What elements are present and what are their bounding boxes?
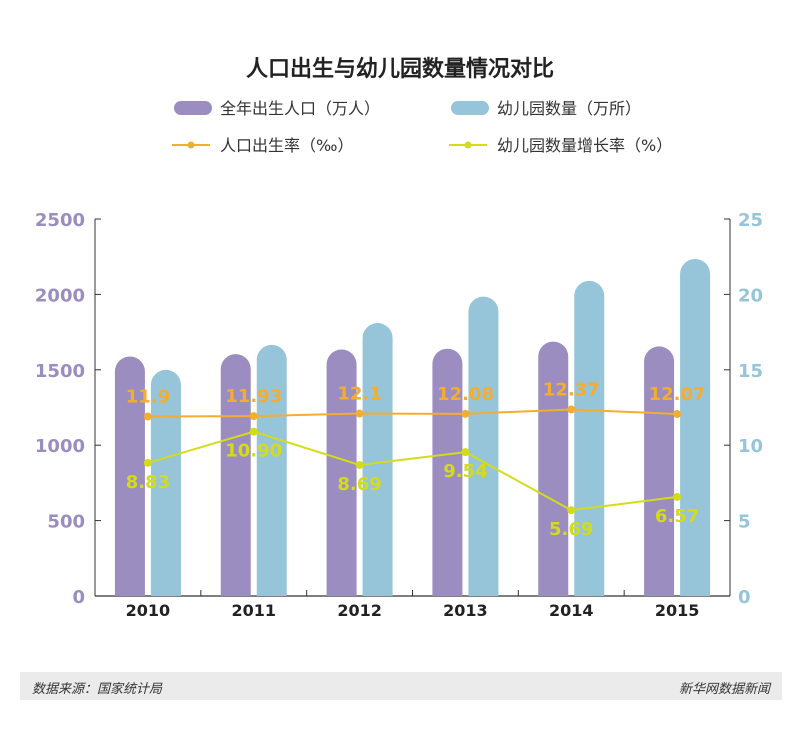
data-label-s4-2014: 5.69 — [549, 519, 593, 540]
x-tick-label-2: 2012 — [337, 601, 382, 620]
bar-s1-2012 — [326, 349, 357, 596]
data-label-s3-2015: 12.07 — [649, 384, 706, 405]
bar-s1-2010 — [114, 356, 145, 596]
marker-s3-2015 — [673, 409, 682, 418]
marker-s4-2012 — [355, 460, 364, 469]
legend-marker-4 — [464, 141, 472, 149]
legend-label-1: 全年出生人口（万人） — [220, 99, 380, 118]
data-label-s4-2010: 8.83 — [126, 472, 170, 493]
marker-s3-2011 — [249, 412, 258, 421]
left-tick-label-0: 0 — [72, 587, 85, 608]
data-label-s4-2012: 8.69 — [337, 474, 381, 495]
brand: 新华网数据新闻 — [678, 682, 770, 697]
marker-s4-2011 — [249, 427, 258, 436]
data-label-s3-2010: 11.9 — [126, 387, 170, 408]
data-source: 数据来源：国家统计局 — [32, 682, 163, 697]
lines — [143, 405, 682, 515]
bar-s2-2013 — [468, 296, 499, 596]
data-label-s3-2012: 12.1 — [337, 384, 381, 405]
line-series-3 — [147, 408, 678, 418]
legend-marker-3 — [187, 141, 195, 149]
chart-title: 人口出生与幼儿园数量情况对比 — [246, 56, 554, 82]
bar-s2-2015 — [680, 258, 711, 596]
legend-swatch-2 — [451, 101, 489, 115]
data-labels: 11.9 11.93 12.1 12.08 12.37 12.07 8.83 10.90 8.6… — [126, 379, 706, 540]
left-tick-label-2: 1000 — [35, 436, 85, 457]
data-label-s4-2015: 6.57 — [655, 506, 699, 527]
right-tick-label-5: 25 — [738, 210, 763, 231]
marker-s3-2013 — [461, 409, 470, 418]
bar-s2-2014 — [574, 280, 605, 596]
marker-s4-2015 — [673, 492, 682, 501]
x-tick-label-4: 2014 — [549, 601, 594, 620]
bar-s2-2010 — [150, 369, 181, 596]
bar-s2-2012 — [362, 323, 393, 596]
legend-label-4: 幼儿园数量增长率（%） — [497, 136, 672, 155]
bar-s1-2014 — [538, 341, 569, 596]
marker-s3-2012 — [355, 409, 364, 418]
x-tick-label-5: 2015 — [655, 601, 700, 620]
legend-label-3: 人口出生率（‰） — [220, 136, 353, 155]
right-tick-label-1: 5 — [738, 512, 751, 533]
right-tick-label-0: 0 — [738, 587, 751, 608]
right-tick-label-2: 10 — [738, 436, 763, 457]
marker-s3-2010 — [143, 412, 152, 421]
data-label-s3-2011: 11.93 — [225, 386, 282, 407]
marker-s3-2014 — [567, 405, 576, 414]
chart: 人口出生与幼儿园数量情况对比 全年出生人口（万人） 幼儿园数量（万所） 人口出生率（… — [35, 56, 763, 620]
marker-s4-2010 — [143, 458, 152, 467]
marker-s4-2013 — [461, 448, 470, 457]
legend-label-2: 幼儿园数量（万所） — [497, 99, 641, 118]
data-label-s4-2013: 9.54 — [443, 461, 487, 482]
right-tick-label-3: 15 — [738, 361, 763, 382]
left-tick-label-1: 500 — [47, 512, 85, 533]
bar-s1-2013 — [432, 348, 463, 596]
footer: 数据来源：国家统计局 新华网数据新闻 — [20, 672, 782, 700]
marker-s4-2014 — [567, 506, 576, 515]
bar-s1-2011 — [220, 354, 251, 596]
left-tick-label-5: 2500 — [35, 210, 85, 231]
bar-s2-2011 — [256, 344, 287, 596]
legend: 全年出生人口（万人） 幼儿园数量（万所） 人口出生率（‰） 幼儿园数量增长率（%） — [172, 99, 672, 155]
line-series-4 — [147, 430, 678, 512]
left-tick-label-4: 2000 — [35, 285, 85, 306]
legend-swatch-1 — [174, 101, 212, 115]
bars — [114, 258, 711, 596]
axes: 0 500 1000 1500 2000 2500 0 5 10 15 20 25 2010 2011 20… — [35, 210, 763, 620]
data-label-s3-2013: 12.08 — [437, 384, 494, 405]
bar-s1-2015 — [644, 346, 675, 596]
x-tick-label-0: 2010 — [126, 601, 171, 620]
x-tick-label-1: 2011 — [231, 601, 276, 620]
left-tick-label-3: 1500 — [35, 361, 85, 382]
data-label-s3-2014: 12.37 — [543, 379, 600, 400]
right-tick-label-4: 20 — [738, 285, 763, 306]
data-label-s4-2011: 10.90 — [225, 441, 282, 462]
x-tick-label-3: 2013 — [443, 601, 488, 620]
